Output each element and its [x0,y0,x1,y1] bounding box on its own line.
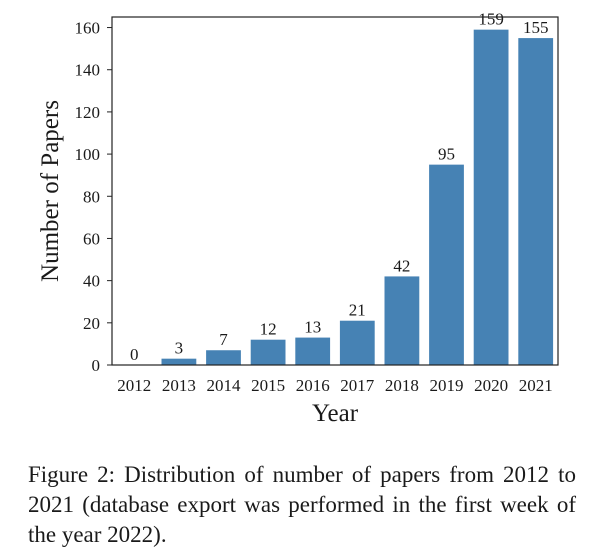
bar-2019 [429,164,464,365]
x-tick-label-2012: 2012 [117,376,151,395]
data-label-2020: 159 [478,10,504,29]
bar-2021 [518,38,554,365]
y-tick-label-120: 120 [75,103,101,122]
bar-2020 [473,29,509,366]
bar-2018 [384,276,420,365]
bar-2013 [161,358,197,365]
bar-2016 [295,337,331,365]
y-tick-label-0: 0 [92,356,101,375]
x-tick-label-2013: 2013 [162,376,196,395]
data-label-2021: 155 [523,18,549,37]
x-axis: 2012 2013 2014 2015 2016 2017 2018 2019 2020 2021 [117,376,552,395]
x-axis-label: Year [312,400,359,427]
data-labels: 0 3 7 12 13 21 42 95 159 155 [130,10,548,364]
data-label-2012: 0 [130,345,139,364]
x-tick-label-2015: 2015 [251,376,285,395]
x-tick-label-2014: 2014 [207,376,242,395]
y-tick-label-60: 60 [83,229,100,248]
y-tick-label-20: 20 [83,314,100,333]
y-tick-label-160: 160 [75,19,101,38]
y-tick-label-140: 140 [75,61,101,80]
y-axis: 0 20 40 60 80 100 120 140 160 [75,19,112,375]
bar-2017 [339,320,375,365]
data-label-2015: 12 [260,320,277,339]
data-label-2018: 42 [393,256,410,275]
data-label-2017: 21 [349,301,366,320]
plot-frame [111,16,559,366]
x-tick-label-2019: 2019 [430,376,464,395]
bar-2014 [206,350,241,365]
x-tick-label-2020: 2020 [474,376,508,395]
y-tick-label-80: 80 [83,187,100,206]
y-tick-label-100: 100 [75,145,101,164]
x-tick-label-2021: 2021 [519,376,553,395]
bar-chart: 0 3 7 12 13 21 42 95 159 155 0 20 40 60 80 100 120 140 16… [37,10,559,427]
bar-series [161,29,554,366]
x-tick-label-2018: 2018 [385,376,419,395]
y-axis-label: Number of Papers [37,100,64,282]
data-label-2013: 3 [175,339,184,358]
figure-caption: Figure 2: Distribution of number of pape… [28,462,576,547]
x-tick-label-2016: 2016 [296,376,330,395]
y-tick-label-40: 40 [83,272,100,291]
data-label-2014: 7 [219,330,228,349]
x-tick-label-2017: 2017 [340,376,375,395]
data-label-2019: 95 [438,145,455,164]
bar-2015 [250,339,286,365]
data-label-2016: 13 [304,318,321,337]
